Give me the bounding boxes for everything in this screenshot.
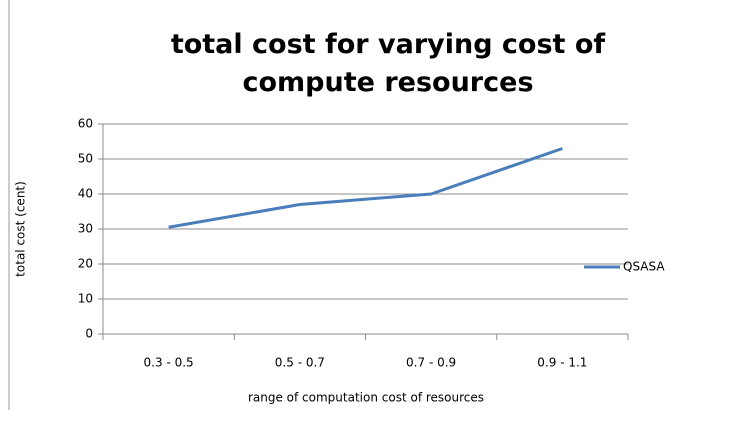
y-tick-label: 30 [78, 222, 93, 236]
y-axis-title: total cost (cent) [14, 181, 28, 277]
x-tick-label: 0.7 - 0.9 [406, 356, 456, 370]
y-tick-label: 40 [78, 187, 93, 201]
x-tick-label: 0.9 - 1.1 [537, 356, 587, 370]
x-tick-label: 0.3 - 0.5 [144, 356, 194, 370]
y-tick-label: 60 [78, 117, 93, 131]
y-tick-label: 50 [78, 152, 93, 166]
x-tick-label: 0.5 - 0.7 [275, 356, 325, 370]
x-axis-title: range of computation cost of resources [248, 391, 484, 405]
legend-label: QSASA [623, 260, 665, 274]
data-line [168, 147, 563, 229]
y-tick-label: 20 [78, 257, 93, 271]
y-tick-label: 0 [85, 327, 93, 341]
y-tick-label: 10 [78, 292, 93, 306]
chart-title: total cost for varying cost of compute r… [170, 29, 606, 98]
